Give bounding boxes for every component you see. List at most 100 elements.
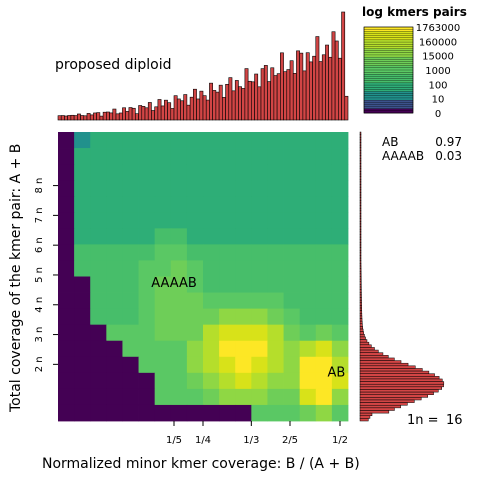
heatmap-cell xyxy=(315,132,333,149)
y-tick-label: 6 n xyxy=(34,237,45,253)
legend-color-stripe xyxy=(363,93,414,97)
legend-color-stripe xyxy=(363,26,414,30)
heatmap-cell xyxy=(331,244,349,261)
heatmap-cell xyxy=(74,196,91,213)
heatmap-cell xyxy=(203,180,220,197)
right-histogram-bar xyxy=(359,341,370,346)
right-histogram-bar xyxy=(359,186,362,191)
top-histogram-bar xyxy=(147,102,152,121)
legend-color-stripe xyxy=(363,82,414,86)
heatmap-cell xyxy=(122,260,139,277)
heatmap-cell xyxy=(299,308,317,326)
heatmap-cell xyxy=(58,164,75,181)
heatmap-cell xyxy=(331,196,349,213)
heatmap-cell xyxy=(219,404,236,422)
right-histogram-bar xyxy=(359,160,362,164)
right-histogram-bar xyxy=(359,297,362,301)
heatmap-cell xyxy=(235,132,252,149)
top-histogram-bar xyxy=(225,84,230,121)
heatmap-cell xyxy=(74,132,91,149)
right-histogram-bar xyxy=(359,176,362,180)
heatmap-cell xyxy=(251,132,268,149)
right-histogram-bar xyxy=(359,410,390,414)
top-histogram-bar xyxy=(315,36,320,121)
right-histogram-bar xyxy=(359,349,379,353)
top-histogram-bar xyxy=(157,99,162,121)
heatmap-cell xyxy=(58,404,75,422)
top-histogram-bar xyxy=(93,112,97,121)
legend-color-stripe xyxy=(363,76,414,79)
y-tick-label: 2 n xyxy=(34,356,45,372)
right-histogram-bar xyxy=(359,294,362,298)
heatmap-cell xyxy=(106,308,123,326)
top-histogram-bar xyxy=(286,69,291,121)
legend-label: 100 xyxy=(428,80,447,91)
heatmap-cell xyxy=(170,212,188,229)
right-histogram-bar xyxy=(359,152,362,156)
heatmap-cell xyxy=(138,148,156,165)
legend-color-stripe xyxy=(363,50,414,54)
legend-color-stripe xyxy=(363,102,414,105)
heatmap-cell xyxy=(219,276,236,293)
right-histogram-bar xyxy=(359,302,362,306)
heatmap-cell xyxy=(219,388,236,406)
heatmap-cell xyxy=(315,340,333,358)
heatmap-cell xyxy=(203,308,220,326)
legend-color-stripe xyxy=(363,52,414,56)
heatmap-cell xyxy=(138,276,156,293)
legend-color-stripe xyxy=(363,78,414,82)
top-histogram-bar xyxy=(231,90,236,121)
top-histogram-bar xyxy=(325,44,329,121)
heatmap-cell xyxy=(154,388,172,406)
legend-color-stripe xyxy=(363,69,414,73)
heatmap-cell xyxy=(58,340,75,358)
heatmap-cell xyxy=(90,260,107,277)
heatmap-cell xyxy=(122,132,139,149)
legend-label: 1763000 xyxy=(416,23,461,34)
legend-color-stripe xyxy=(363,84,414,88)
right-histogram-bar xyxy=(359,252,362,256)
right-histogram-bar xyxy=(359,163,362,167)
heatmap-cell xyxy=(186,340,204,358)
right-histogram-bar xyxy=(359,271,362,275)
heatmap-cell xyxy=(138,196,156,213)
heatmap-cell xyxy=(90,228,107,245)
heatmap-cell xyxy=(170,180,188,197)
heatmap-cell xyxy=(170,340,188,358)
top-histogram-bar xyxy=(263,65,268,121)
top-histogram-bar xyxy=(212,90,217,121)
right-histogram-bar xyxy=(359,218,362,222)
heatmap-cell xyxy=(219,372,236,390)
right-histogram-bar xyxy=(359,137,362,141)
heatmap-cell xyxy=(154,164,172,181)
heatmap-cell xyxy=(154,276,172,293)
heatmap-cell xyxy=(299,292,317,310)
heatmap-cell xyxy=(251,292,268,310)
top-histogram-bar xyxy=(247,80,252,121)
legend-color-stripe xyxy=(363,89,414,92)
heatmap-cell xyxy=(106,276,123,293)
right-histogram-bar xyxy=(359,331,364,335)
heatmap-cell xyxy=(219,244,236,261)
top-histogram-bar xyxy=(341,11,346,121)
top-histogram-bar xyxy=(64,115,68,121)
heatmap-cell xyxy=(331,372,349,390)
heatmap-cell xyxy=(331,212,349,229)
right-histogram-bar xyxy=(359,239,362,243)
heatmap-cell xyxy=(219,324,236,342)
top-histogram-bar xyxy=(318,61,323,121)
heatmap-cell xyxy=(74,308,91,326)
top-histogram-bar xyxy=(209,82,213,121)
heatmap-cell xyxy=(106,324,123,342)
legend-color-stripe xyxy=(363,67,414,71)
heatmap-cell xyxy=(315,212,333,229)
heatmap-cell xyxy=(283,324,301,342)
heatmap-cell xyxy=(122,196,139,213)
top-histogram-bar xyxy=(199,90,204,121)
right-histogram-bar xyxy=(359,373,435,377)
right-histogram-bar xyxy=(359,202,362,206)
heatmap-cell xyxy=(154,228,172,245)
right-histogram-bar xyxy=(359,139,362,143)
heatmap-cell xyxy=(283,212,301,229)
heatmap-cell xyxy=(122,404,139,422)
